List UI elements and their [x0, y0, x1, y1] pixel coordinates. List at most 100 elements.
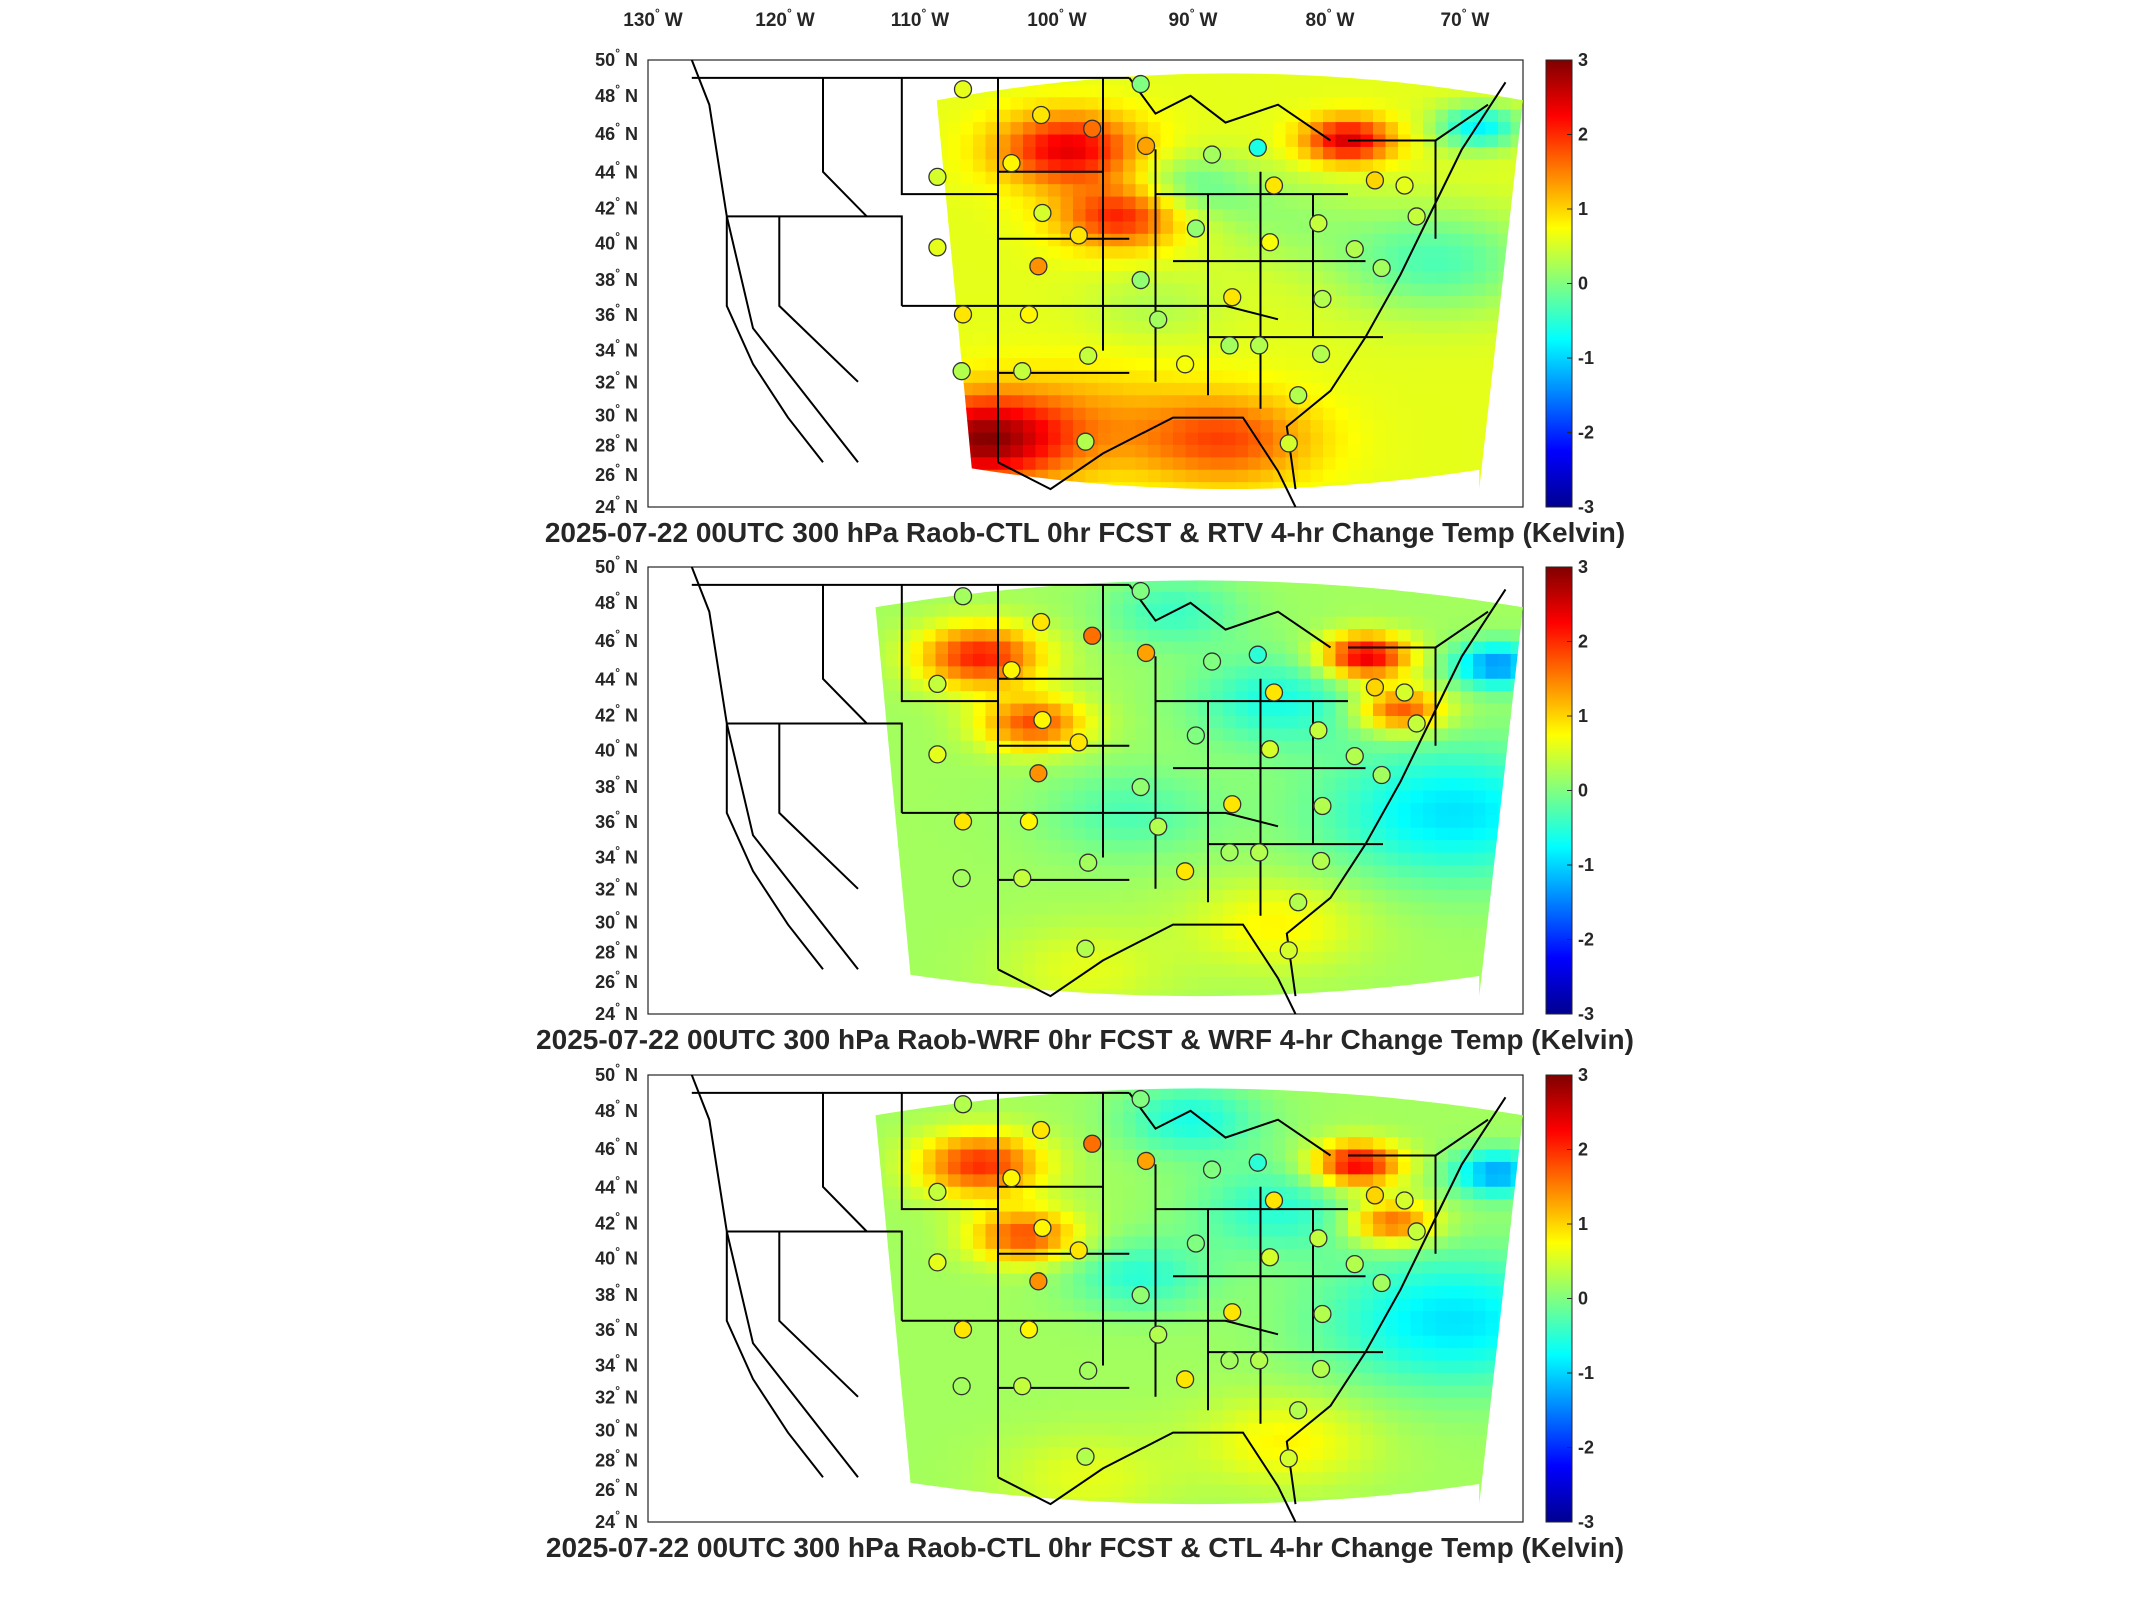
field-cell — [1160, 159, 1174, 173]
field-cell — [1473, 258, 1487, 272]
field-cell — [948, 790, 962, 804]
field-cell — [1060, 591, 1074, 605]
field-cell — [1485, 271, 1499, 285]
field-cell — [1460, 407, 1474, 421]
field-cell — [1160, 283, 1174, 297]
field-cell — [1273, 382, 1287, 396]
field-cell — [1348, 171, 1362, 185]
field-cell — [1235, 444, 1249, 458]
field-cell — [910, 691, 924, 705]
field-cell — [1348, 469, 1362, 483]
field-cell — [1048, 902, 1062, 916]
field-cell — [1498, 728, 1512, 742]
field-cell — [1335, 196, 1349, 210]
field-cell — [1160, 444, 1174, 458]
field-cell — [923, 641, 937, 655]
field-cell — [1173, 171, 1187, 185]
field-cell — [1310, 122, 1324, 136]
field-cell — [1060, 666, 1074, 680]
field-cell — [998, 691, 1012, 705]
field-cell — [1123, 109, 1137, 123]
field-cell — [1435, 457, 1449, 471]
field-cell — [1210, 678, 1224, 692]
field-cell — [1485, 753, 1499, 767]
field-cell — [1348, 666, 1362, 680]
field-cell — [1098, 283, 1112, 297]
field-cell — [1210, 221, 1224, 235]
field-cell — [1123, 295, 1137, 309]
field-cell — [1235, 420, 1249, 434]
field-cell — [1285, 221, 1299, 235]
field-cell — [1360, 196, 1374, 210]
field-cell — [1398, 358, 1412, 372]
field-cell — [1173, 196, 1187, 210]
field-cell — [1223, 420, 1237, 434]
field-cell — [1173, 641, 1187, 655]
field-cell — [1098, 233, 1112, 247]
field-cell — [1023, 740, 1037, 754]
field-cell — [1310, 159, 1324, 173]
field-cell — [1448, 914, 1462, 928]
field-cell — [1273, 877, 1287, 891]
field-cell — [1060, 790, 1074, 804]
field-cell — [1123, 653, 1137, 667]
field-cell — [1298, 927, 1312, 941]
field-cell — [1273, 641, 1287, 655]
field-cell — [1423, 146, 1437, 160]
field-cell — [973, 258, 987, 272]
field-cell — [1310, 678, 1324, 692]
field-cell — [1060, 951, 1074, 965]
field-cell — [1248, 122, 1262, 136]
field-cell — [1110, 976, 1124, 990]
field-cell — [1298, 333, 1312, 347]
field-cell — [1035, 802, 1049, 816]
map-panel-wrf: 50° N48° N46° N44° N42° N40° N38° N36° N34° N32° N… — [536, 553, 1634, 1055]
field-cell — [1485, 716, 1499, 730]
field-cell — [1448, 370, 1462, 384]
field-cell — [1073, 333, 1087, 347]
field-cell — [1260, 964, 1274, 978]
field-cell — [1385, 802, 1399, 816]
field-cell — [1248, 73, 1262, 86]
field-cell — [1098, 580, 1112, 593]
field-cell — [1335, 283, 1349, 297]
field-cell — [1223, 927, 1237, 941]
field-cell — [1060, 171, 1074, 185]
field-cell — [1260, 827, 1274, 841]
field-cell — [1435, 964, 1449, 978]
field-cell — [1298, 196, 1312, 210]
field-cell — [1098, 753, 1112, 767]
field-cell — [1098, 716, 1112, 730]
raob-station-marker — [1083, 119, 1102, 138]
field-cell — [1385, 159, 1399, 173]
map-panel-rtv: 50° N48° N46° N44° N42° N40° N38° N36° N34° N32° N… — [545, 46, 1625, 548]
field-cell — [1323, 308, 1337, 322]
field-cell — [960, 629, 974, 643]
field-cell — [1435, 716, 1449, 730]
field-cell — [1398, 653, 1412, 667]
field-cell — [1410, 889, 1424, 903]
field-cell — [1348, 629, 1362, 643]
field-cell — [1048, 691, 1062, 705]
latitude-tick-label: 48° N — [595, 589, 638, 613]
field-cell — [1235, 345, 1249, 359]
field-cell — [1285, 865, 1299, 879]
field-cell — [1010, 827, 1024, 841]
field-cell — [1160, 765, 1174, 779]
field-cell — [1410, 370, 1424, 384]
field-cell — [1298, 171, 1312, 185]
field-cell — [1460, 815, 1474, 829]
field-cell — [1260, 420, 1274, 434]
field-cell — [1298, 345, 1312, 359]
field-cell — [1198, 444, 1212, 458]
latitude-tick-label: 26° N — [595, 968, 638, 992]
field-cell — [1398, 753, 1412, 767]
field-cell — [1098, 666, 1112, 680]
field-cell — [910, 815, 924, 829]
field-cell — [1273, 728, 1287, 742]
field-cell — [998, 591, 1012, 605]
raob-station-marker — [1131, 270, 1150, 290]
field-cell — [1110, 258, 1124, 272]
field-cell — [960, 691, 974, 705]
